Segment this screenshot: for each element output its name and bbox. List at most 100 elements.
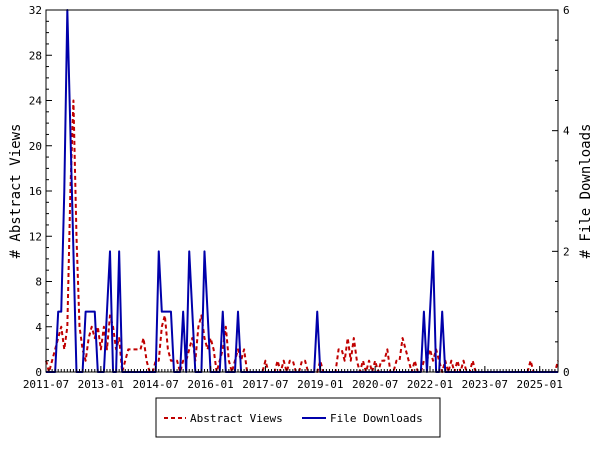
data-point [140,349,141,350]
legend-label-file-downloads: File Downloads [330,412,423,425]
data-point [292,360,293,361]
data-point [100,349,101,350]
x-tick-label: 2011-07 [23,378,69,391]
data-point [210,337,211,338]
data-point [70,130,71,131]
data-point [451,360,452,361]
data-point [161,311,162,312]
data-point [289,360,290,361]
data-point [170,311,171,312]
data-point [109,251,110,252]
data-point [61,311,62,312]
data-point [341,349,342,350]
data-point [347,337,348,338]
x-tick-label: 2013-01 [78,378,124,391]
data-point [183,360,184,361]
data-point [176,360,177,361]
data-point [106,349,107,350]
data-point [192,311,193,312]
data-point [442,311,443,312]
data-point [161,326,162,327]
data-point [207,311,208,312]
data-point [353,337,354,338]
plot-frame [45,9,559,373]
data-point [356,360,357,361]
data-point [158,251,159,252]
y2-tick-label: 4 [563,125,570,138]
data-point [88,337,89,338]
data-point [225,326,226,327]
data-point [146,360,147,361]
legend-box [155,397,441,438]
data-point [204,251,205,252]
data-point [164,311,165,312]
y-tick-label: 20 [29,140,42,153]
x-tick-label: 2016-01 [187,378,233,391]
y-tick-label: 0 [35,366,42,379]
data-point [222,349,223,350]
data-point [167,311,168,312]
data-point [432,251,433,252]
data-point [70,190,71,191]
legend: Abstract Views File Downloads [155,397,441,438]
data-point [183,311,184,312]
data-point [204,337,205,338]
y-tick-label: 4 [35,321,42,334]
data-point [158,360,159,361]
data-point [317,311,318,312]
data-point [198,326,199,327]
y2-tick-label: 2 [563,245,570,258]
data-point [85,311,86,312]
data-point [228,360,229,361]
y-tick-label: 12 [29,230,42,243]
y-tick-label: 32 [29,4,42,17]
data-point [125,360,126,361]
data-point [213,349,214,350]
y2-tick-label: 0 [563,366,570,379]
data-point [167,349,168,350]
data-point [64,190,65,191]
data-point [137,349,138,350]
data-point [423,311,424,312]
data-point [344,360,345,361]
data-point [222,311,223,312]
data-point [265,360,266,361]
data-point [109,315,110,316]
x-tick-label: 2017-07 [242,378,288,391]
data-point [301,360,302,361]
data-point [94,311,95,312]
data-point [91,311,92,312]
data-point [79,326,80,327]
data-point [396,360,397,361]
data-point [61,326,62,327]
data-point [88,311,89,312]
data-point [76,236,77,237]
data-point [103,326,104,327]
data-point [52,360,53,361]
x-tick-label: 2020-07 [352,378,398,391]
data-point [362,360,363,361]
data-point [58,311,59,312]
x-tick-label: 2014-07 [133,378,179,391]
data-point [134,349,135,350]
y-axis-left: 0 4 8 12 16 20 24 28 32 [29,4,52,379]
y-axis-title: # Abstract Views [8,124,24,259]
y2-axis-title: # File Downloads [578,124,594,259]
data-point [472,360,473,361]
data-point [432,360,433,361]
data-point [64,349,65,350]
data-point [164,315,165,316]
data-point [414,360,415,361]
data-point [384,360,385,361]
data-point [429,349,430,350]
data-point [283,360,284,361]
data-point [368,360,369,361]
data-point [237,311,238,312]
y2-tick-label: 6 [563,4,570,17]
data-point [402,337,403,338]
data-point [423,360,424,361]
data-point [237,349,238,350]
data-point [429,311,430,312]
